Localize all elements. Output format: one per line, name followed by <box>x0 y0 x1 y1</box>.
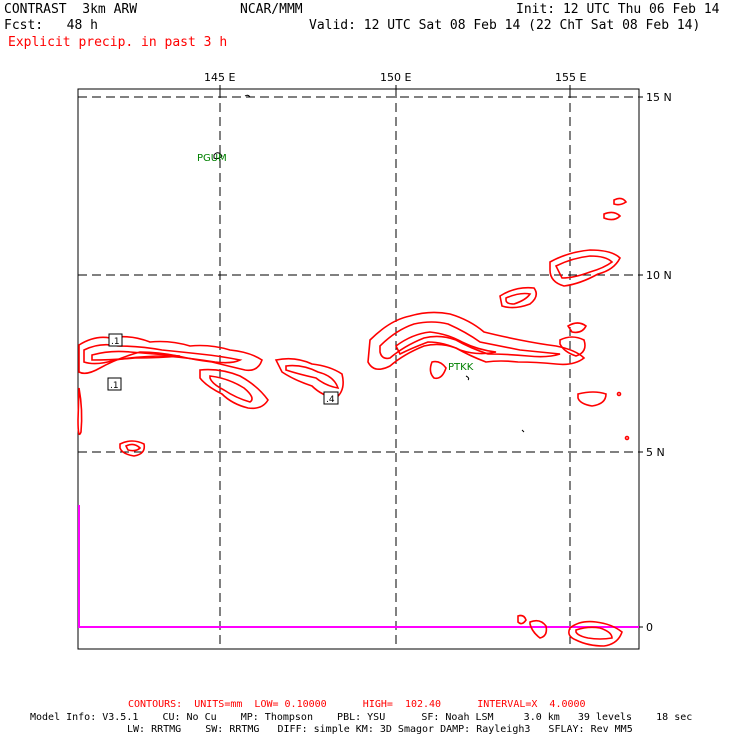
precip-contours <box>77 197 630 647</box>
init-time: Init: 12 UTC Thu 06 Feb 14 <box>516 2 720 17</box>
contour-label-2: .1 <box>107 377 122 391</box>
lat-label-5: 5 N <box>646 446 665 459</box>
station-ptkk: PTKK <box>448 362 474 373</box>
svg-text:.4: .4 <box>326 395 335 405</box>
contour-label-3: .4 <box>323 391 339 405</box>
forecast-hour: Fcst: 48 h <box>4 18 98 33</box>
island-outlines <box>213 94 525 433</box>
svg-text:.1: .1 <box>111 337 120 347</box>
lat-label-0: 0 <box>646 621 653 634</box>
field-title: Explicit precip. in past 3 h <box>8 35 228 50</box>
lon-label-145: 145 E <box>204 71 235 84</box>
lat-label-15: 15 N <box>646 91 672 104</box>
model-info-line2: LW: RRTMG SW: RRTMG DIFF: simple KM: 3D … <box>127 724 633 735</box>
lat-label-10: 10 N <box>646 269 672 282</box>
contour-info: CONTOURS: UNITS=mm LOW= 0.10000 HIGH= 10… <box>128 699 586 710</box>
svg-text:.1: .1 <box>110 381 119 391</box>
domain-boundary <box>78 505 639 628</box>
lon-label-155: 155 E <box>555 71 586 84</box>
model-info-line1: Model Info: V3.5.1 CU: No Cu MP: Thompso… <box>30 712 693 723</box>
station-pgum: PGUM <box>197 153 227 164</box>
frame-ticks <box>219 85 643 628</box>
map-frame <box>77 88 640 650</box>
lon-label-150: 150 E <box>380 71 411 84</box>
model-title: CONTRAST 3km ARW <box>4 2 138 17</box>
lat-lon-grid <box>78 89 639 649</box>
contour-label-1: .1 <box>108 333 123 347</box>
valid-time: Valid: 12 UTC Sat 08 Feb 14 (22 ChT Sat … <box>309 18 701 33</box>
organization: NCAR/MMM <box>240 2 303 17</box>
